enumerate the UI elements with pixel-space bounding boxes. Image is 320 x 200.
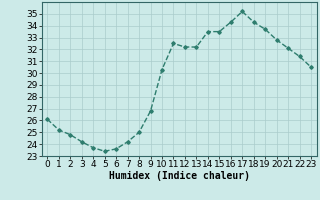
X-axis label: Humidex (Indice chaleur): Humidex (Indice chaleur) xyxy=(109,171,250,181)
